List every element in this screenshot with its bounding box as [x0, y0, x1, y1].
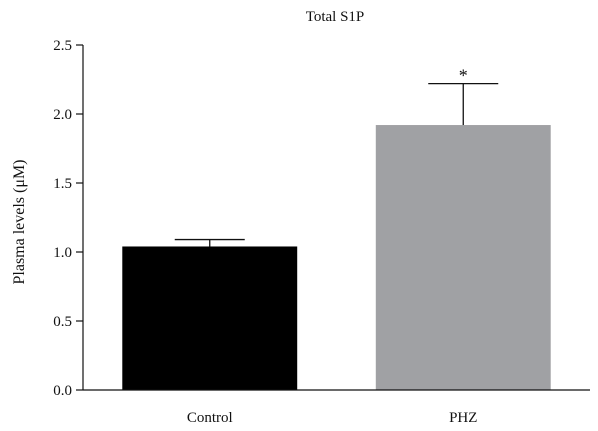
chart-title: Total S1P: [306, 9, 365, 25]
y-tick-label: 0.0: [53, 383, 72, 399]
y-tick-label: 2.5: [53, 38, 72, 54]
y-tick-label: 0.5: [53, 314, 72, 330]
y-tick-label: 1.5: [53, 176, 72, 192]
y-axis-ticks: 0.0 0.5 1.0 1.5 2.0 2.5: [53, 38, 83, 399]
y-axis-label: Plasma levels (μM): [11, 160, 28, 285]
bars: *: [122, 66, 551, 390]
x-tick-label: PHZ: [449, 410, 477, 426]
bar-control: [122, 246, 298, 390]
y-tick-label: 1.0: [53, 245, 72, 261]
x-tick-label: Control: [187, 410, 233, 426]
bar-phz: [375, 125, 551, 390]
x-axis-tick-labels: Control PHZ: [187, 410, 478, 426]
significance-marker: *: [459, 66, 468, 86]
y-tick-label: 2.0: [53, 107, 72, 123]
